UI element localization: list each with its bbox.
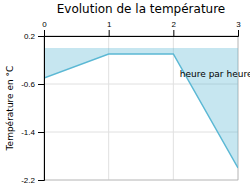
tick-label: -2.2 <box>21 176 35 185</box>
grid <box>44 36 238 180</box>
tick-label: -1.4 <box>21 128 35 137</box>
tick: 3 <box>236 20 241 36</box>
grid-line <box>108 36 109 180</box>
tick: -1.4 <box>21 128 44 137</box>
y-axis: 0.2 -0.6 -1.4 -2.2 <box>21 32 44 185</box>
axis-line <box>45 30 239 37</box>
tick-mark <box>44 30 45 36</box>
tick: 1 <box>107 20 112 36</box>
tick: 0 <box>42 20 47 36</box>
tick-mark <box>109 30 110 36</box>
axis-line <box>38 37 45 181</box>
tick-mark <box>173 30 174 36</box>
chart: 0 1 2 3 0.2 -0.6 -1.4 -2.2 heure par heure Evolut… <box>0 0 250 188</box>
area <box>44 48 238 168</box>
tick-mark <box>38 36 44 37</box>
tick-mark <box>238 30 239 36</box>
tick-label: 0 <box>42 20 47 29</box>
marks <box>44 48 238 168</box>
tick-mark <box>38 132 44 133</box>
tick: 2 <box>172 20 177 36</box>
tick-label: -0.6 <box>21 80 35 89</box>
tick-label: 1 <box>107 20 112 29</box>
plot: 0 1 2 3 0.2 -0.6 -1.4 -2.2 heure par heure <box>21 20 250 185</box>
title: Evolution de la température <box>57 2 226 16</box>
tick-mark <box>38 84 44 85</box>
tick: 0.2 <box>24 32 44 41</box>
y-axis-title: Température en °C <box>5 66 15 152</box>
tick-label: 3 <box>236 20 241 29</box>
tick: -2.2 <box>21 176 44 185</box>
tick-label: 2 <box>172 20 177 29</box>
tick-label: 0.2 <box>24 32 36 41</box>
x-axis: 0 1 2 3 <box>42 20 241 37</box>
plot-frame <box>44 36 238 180</box>
tick: -0.6 <box>21 80 44 89</box>
grid-line <box>173 36 174 180</box>
annotation: heure par heure <box>180 69 250 79</box>
chart-container: 0 1 2 3 0.2 -0.6 -1.4 -2.2 heure par heure Evolut… <box>0 0 250 188</box>
tick-mark <box>38 180 44 181</box>
grid-line <box>44 132 238 133</box>
